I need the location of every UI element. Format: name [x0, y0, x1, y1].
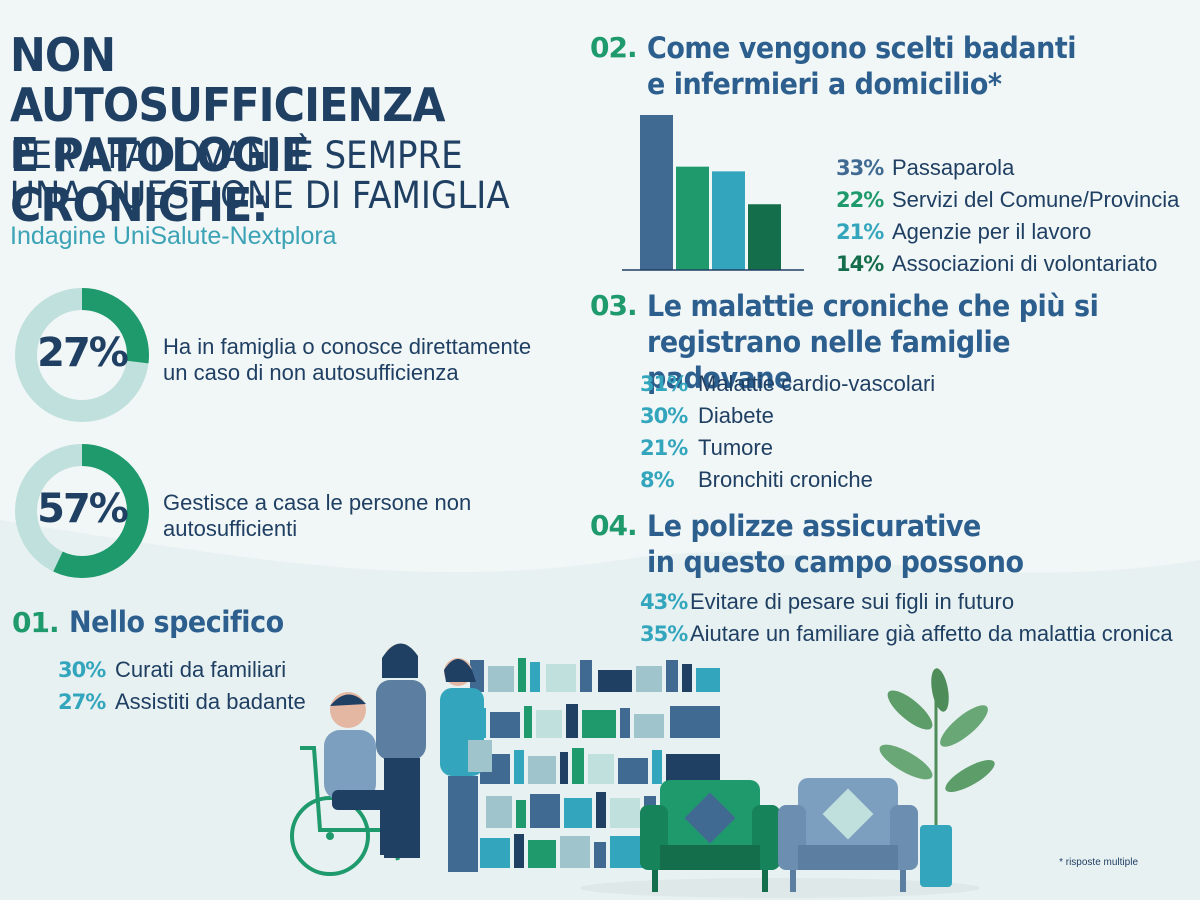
item-label: Bronchiti croniche [698, 467, 873, 492]
item-label: Associazioni di volontariato [892, 251, 1158, 276]
section-title-line-1: Come vengono scelti badanti [646, 31, 1077, 65]
armchair-green-illustration [640, 780, 780, 892]
item-percent: 14% [836, 252, 884, 276]
subtitle-line-2: UNA QUESTIONE DI FAMIGLIA [10, 174, 510, 217]
section-number: 03. [590, 289, 638, 322]
section-title: Le malattie croniche che più si registra… [647, 288, 1162, 396]
bar-4 [748, 204, 781, 270]
section-03-list: 31% Malattie cardio-vascolari 30% Diabet… [640, 368, 935, 496]
item-label: Servizi del Comune/Provincia [892, 187, 1180, 212]
item-percent: 21% [640, 436, 688, 460]
item-label: Diabete [698, 403, 774, 428]
section-title-line-2: registrano nelle famiglie padovane [646, 325, 1011, 395]
list-item: 14% Associazioni di volontariato [836, 248, 1179, 280]
item-label: Agenzie per il lavoro [892, 219, 1092, 244]
item-label: Assistiti da badante [115, 689, 306, 714]
section-number: 02. [590, 31, 638, 64]
bar-chart [622, 115, 804, 271]
section-title: Le polizze assicurative in questo campo … [647, 508, 1024, 580]
care-scene-illustration [290, 643, 995, 892]
bar-3 [712, 171, 745, 270]
donut-value-1: 27% [37, 330, 129, 376]
list-item: 33% Passaparola [836, 152, 1179, 184]
item-percent: 8% [640, 468, 675, 492]
list-item: 27% Assistiti da badante [58, 686, 306, 718]
section-number: 04. [590, 509, 638, 542]
item-percent: 31% [640, 372, 688, 396]
section-04-list: 43% Evitare di pesare sui figli in futur… [640, 586, 1173, 650]
section-title-line-2: e infermieri a domicilio* [646, 67, 1002, 101]
item-percent: 27% [58, 690, 106, 714]
page-subtitle: PER I PADOVANI È SEMPRE UNA QUESTIONE DI… [10, 136, 525, 216]
list-item: 30% Curati da familiari [58, 654, 306, 686]
armchair-blue-illustration [778, 778, 918, 892]
item-label: Malattie cardio-vascolari [698, 371, 936, 396]
section-number: 01. [12, 606, 60, 639]
donut-chart-2 [15, 444, 149, 578]
item-percent: 35% [640, 622, 688, 646]
item-label: Passaparola [892, 155, 1015, 180]
section-title: Come vengono scelti badanti e infermieri… [646, 30, 1077, 102]
donut-arc [15, 288, 149, 422]
title-line-2: E PATOLOGIE CRONICHE: [10, 128, 310, 232]
list-item: 8% Bronchiti croniche [640, 464, 935, 496]
section-title-line-1: Le polizze assicurative [646, 509, 981, 543]
item-label: Curati da familiari [115, 657, 287, 682]
section-title-line-2: in questo campo possono [646, 545, 1024, 579]
subtitle-line-1: PER I PADOVANI È SEMPRE [10, 134, 463, 177]
section-title: Nello specifico [68, 605, 284, 639]
list-item: 22% Servizi del Comune/Provincia [836, 184, 1179, 216]
stat-2-line-2: autosufficienti [163, 516, 298, 541]
item-label: Aiutare un familiare già affetto da mala… [690, 621, 1173, 646]
section-01-heading: 01. Nello specifico [12, 604, 299, 640]
item-percent: 30% [58, 658, 106, 682]
footnote: * risposte multiple [1059, 857, 1138, 868]
item-label: Tumore [698, 435, 773, 460]
stat-2-line-1: Gestisce a casa le persone non [163, 490, 472, 515]
item-percent: 30% [640, 404, 688, 428]
item-percent: 21% [836, 220, 884, 244]
section-03-heading: 03. Le malattie croniche che più si regi… [590, 288, 1200, 396]
stat-description-2: Gestisce a casa le persone non autosuffi… [163, 490, 471, 542]
list-item: 35% Aiutare un familiare già affetto da … [640, 618, 1173, 650]
stat-description-1: Ha in famiglia o conosce direttamente un… [163, 334, 531, 386]
list-item: 43% Evitare di pesare sui figli in futur… [640, 586, 1173, 618]
list-item: 21% Tumore [640, 432, 935, 464]
item-percent: 43% [640, 590, 688, 614]
list-item: 31% Malattie cardio-vascolari [640, 368, 935, 400]
section-01-list: 30% Curati da familiari 27% Assistiti da… [58, 654, 306, 718]
item-percent: 22% [836, 188, 884, 212]
section-02-list: 33% Passaparola 22% Servizi del Comune/P… [836, 152, 1179, 280]
list-item: 21% Agenzie per il lavoro [836, 216, 1179, 248]
stat-1-line-1: Ha in famiglia o conosce direttamente [163, 334, 532, 359]
list-item: 30% Diabete [640, 400, 935, 432]
donut-arc [15, 444, 149, 578]
section-02-heading: 02. Come vengono scelti badanti e inferm… [590, 30, 1108, 102]
bar-2 [676, 166, 709, 270]
wheelchair-figures-illustration [290, 643, 492, 876]
bar-1 [640, 115, 673, 270]
item-percent: 33% [836, 156, 884, 180]
stat-1-line-2: un caso di non autosufficienza [163, 360, 459, 385]
donut-chart-1 [15, 288, 149, 422]
survey-source: Indagine UniSalute-Nextplora [10, 222, 337, 250]
plant-illustration [879, 668, 995, 887]
bookshelf-illustration [470, 658, 720, 868]
title-line-1: NON AUTOSUFFICIENZA [10, 28, 445, 132]
section-04-heading: 04. Le polizze assicurative in questo ca… [590, 508, 1051, 580]
item-label: Evitare di pesare sui figli in futuro [690, 589, 1015, 614]
page-title: NON AUTOSUFFICIENZA E PATOLOGIE CRONICHE… [10, 30, 531, 230]
donut-value-2: 57% [37, 486, 129, 532]
section-title-line-1: Le malattie croniche che più si [646, 289, 1099, 323]
